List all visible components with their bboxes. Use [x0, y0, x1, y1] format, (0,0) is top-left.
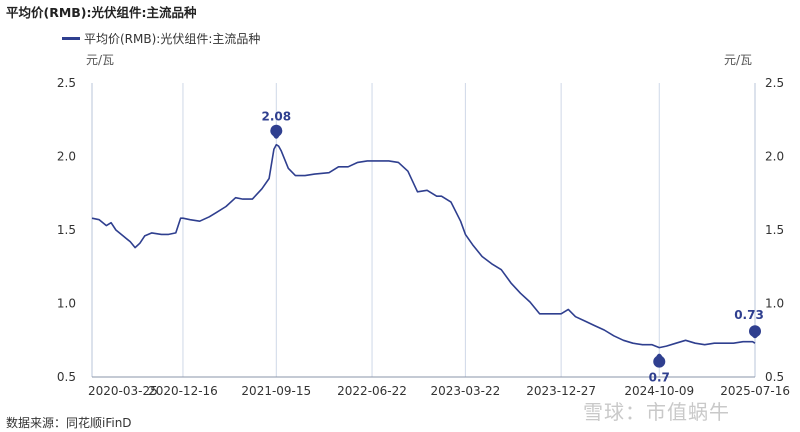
annotation-pin — [270, 124, 283, 137]
x-tick-label: 2023-12-27 — [526, 384, 596, 398]
y-tick-label-left: 2.0 — [57, 150, 76, 164]
y-tick-label-left: 0.5 — [57, 370, 76, 384]
x-tick-label: 2023-03-22 — [431, 384, 501, 398]
y-tick-label-right: 0.5 — [765, 370, 784, 384]
x-tick-label: 2020-03-25 — [88, 384, 158, 398]
annotation-pin — [653, 355, 666, 368]
series-line — [91, 143, 756, 349]
data-source: 数据来源：同花顺iFinD — [6, 416, 132, 430]
annotation-layer: 2.08 0.7 0.73 — [261, 110, 763, 385]
legend-label: 平均价(RMB):光伏组件:主流品种 — [84, 32, 261, 46]
annotation-pin-tail — [750, 333, 760, 339]
left-axis-unit: 元/瓦 — [86, 53, 115, 67]
y-tick-label-left: 1.0 — [57, 297, 76, 311]
legend-swatch — [62, 37, 80, 40]
legend: 平均价(RMB):光伏组件:主流品种 — [62, 30, 260, 47]
y-tick-label-right: 2.5 — [765, 76, 784, 90]
y-tick-label-left: 2.5 — [57, 76, 76, 90]
watermark: 雪球：市值蜗牛 — [583, 400, 730, 424]
grid-lines — [182, 83, 660, 377]
y-tick-label-left: 1.5 — [57, 223, 76, 237]
y-tick-label-right: 2.0 — [765, 150, 784, 164]
x-tick-label: 2022-06-22 — [337, 384, 407, 398]
annotation-label: 0.7 — [649, 371, 670, 385]
x-tick-label: 2021-09-15 — [241, 384, 311, 398]
y-tick-label-right: 1.5 — [765, 223, 784, 237]
axes — [91, 83, 756, 378]
annotation-label: 2.08 — [261, 110, 291, 124]
x-tick-label: 2025-07-16 — [720, 384, 790, 398]
x-tick-label: 2020-12-16 — [148, 384, 218, 398]
chart-title: 平均价(RMB):光伏组件:主流品种 — [6, 5, 197, 20]
right-axis-unit: 元/瓦 — [724, 53, 753, 67]
annotation-label: 0.73 — [734, 308, 764, 322]
y-tick-label-right: 1.0 — [765, 297, 784, 311]
series-layer — [91, 143, 756, 349]
x-tick-label: 2024-10-09 — [624, 384, 694, 398]
